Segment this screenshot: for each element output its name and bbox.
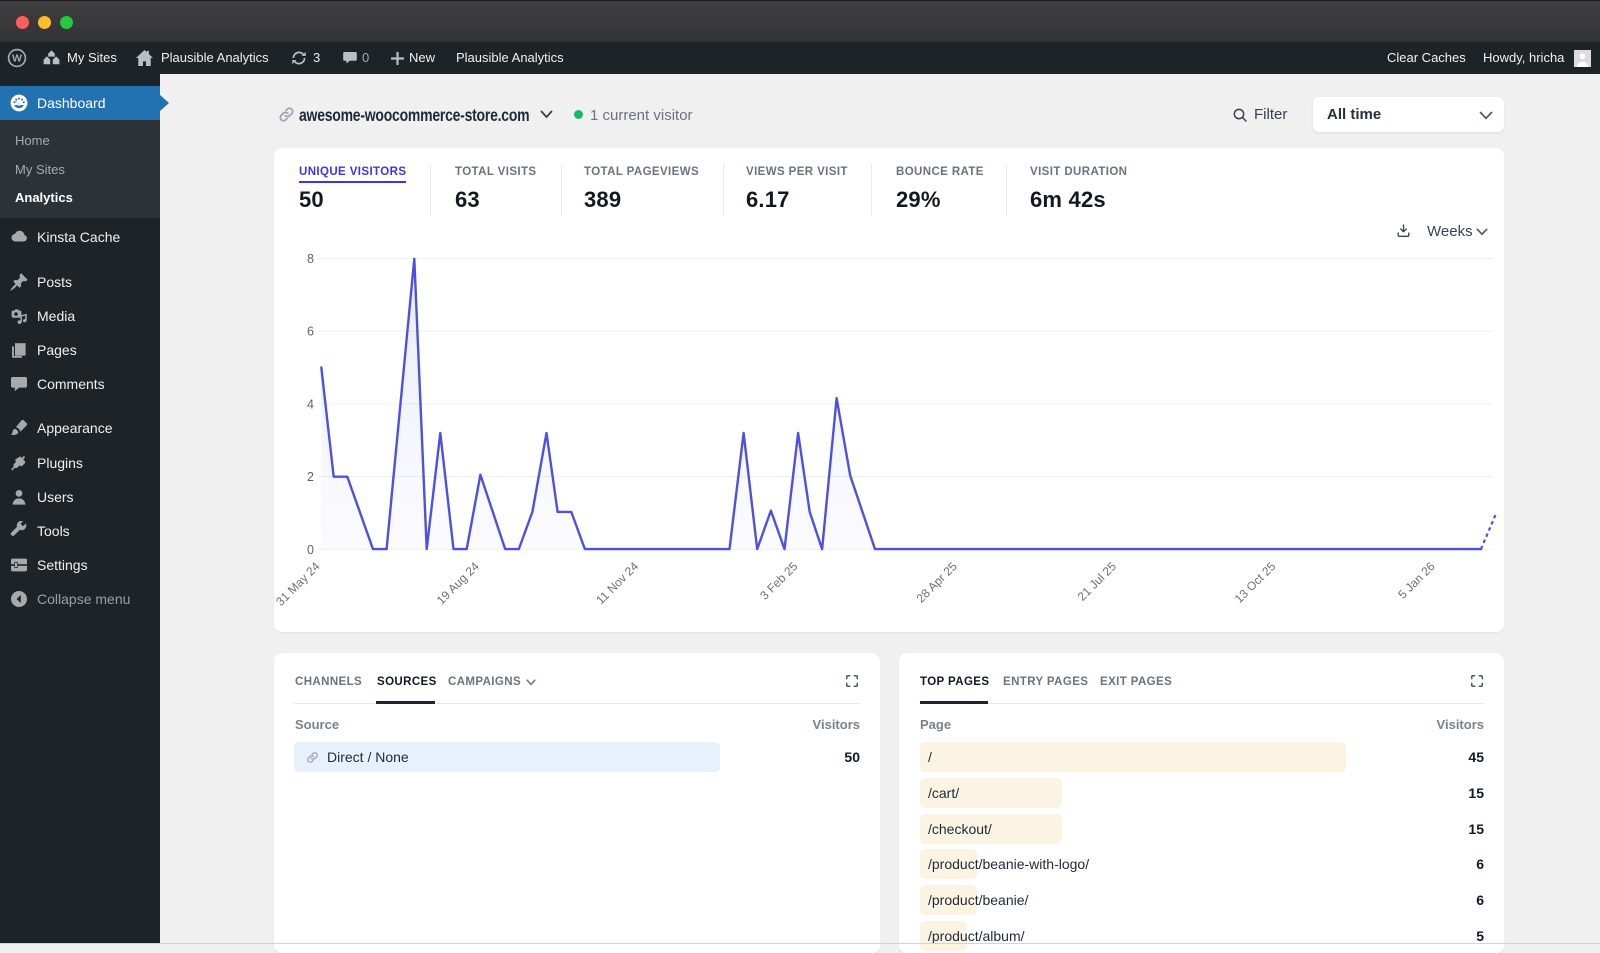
svg-text:3 Feb 25: 3 Feb 25 (757, 559, 801, 603)
svg-text:6: 6 (307, 325, 314, 339)
svg-text:11 Nov 24: 11 Nov 24 (593, 559, 641, 607)
svg-text:8: 8 (307, 252, 314, 266)
svg-text:2: 2 (307, 470, 314, 484)
svg-text:4: 4 (307, 397, 314, 411)
svg-text:5 Jan 26: 5 Jan 26 (1395, 559, 1438, 602)
svg-text:13 Oct 25: 13 Oct 25 (1232, 559, 1279, 606)
svg-text:W: W (12, 53, 22, 65)
svg-text:21 Jul 25: 21 Jul 25 (1075, 559, 1120, 604)
svg-text:0: 0 (307, 543, 314, 557)
svg-text:19 Aug 24: 19 Aug 24 (434, 559, 482, 607)
svg-text:28 Apr 25: 28 Apr 25 (914, 559, 960, 605)
svg-text:31 May 24: 31 May 24 (274, 559, 323, 609)
